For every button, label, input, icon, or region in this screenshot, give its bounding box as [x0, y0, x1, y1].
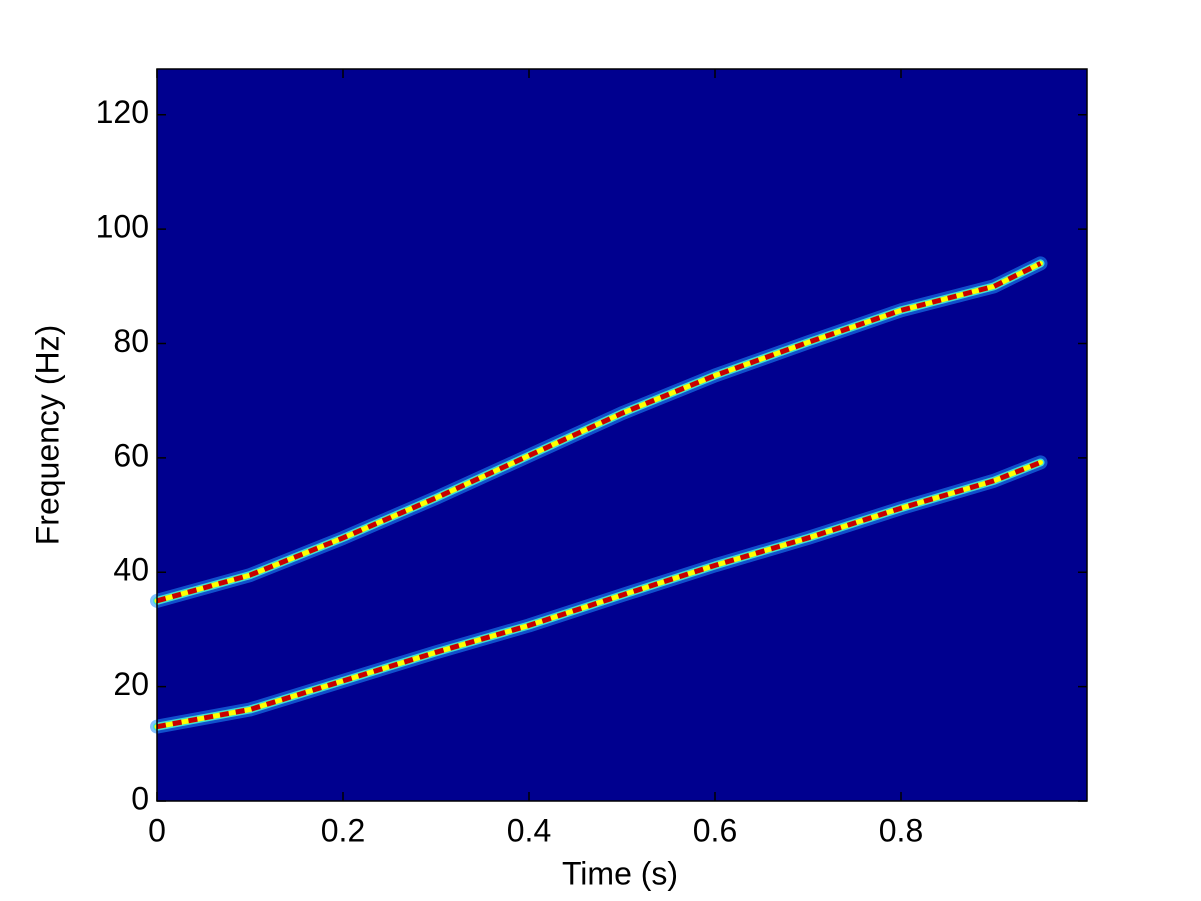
y-tick-label: 100 — [96, 209, 149, 245]
y-tick-label: 40 — [113, 552, 149, 588]
plot-background — [157, 69, 1087, 801]
x-axis-label: Time (s) — [562, 855, 678, 891]
x-tick-label: 0 — [148, 812, 166, 848]
y-tick-label: 20 — [113, 666, 149, 702]
y-tick-label: 60 — [113, 437, 149, 473]
x-tick-label: 0.6 — [693, 812, 737, 848]
y-tick-label: 80 — [113, 323, 149, 359]
x-tick-label: 0.2 — [321, 812, 365, 848]
x-tick-label: 0.4 — [507, 812, 551, 848]
ridge-line — [156, 460, 1042, 730]
y-axis-label: Frequency (Hz) — [29, 325, 65, 546]
plot-frame — [156, 68, 1088, 802]
y-tick-label: 0 — [131, 780, 149, 816]
ridge-line — [156, 261, 1042, 604]
x-tick-label: 0.8 — [879, 812, 923, 848]
y-tick-label: 120 — [96, 94, 149, 130]
